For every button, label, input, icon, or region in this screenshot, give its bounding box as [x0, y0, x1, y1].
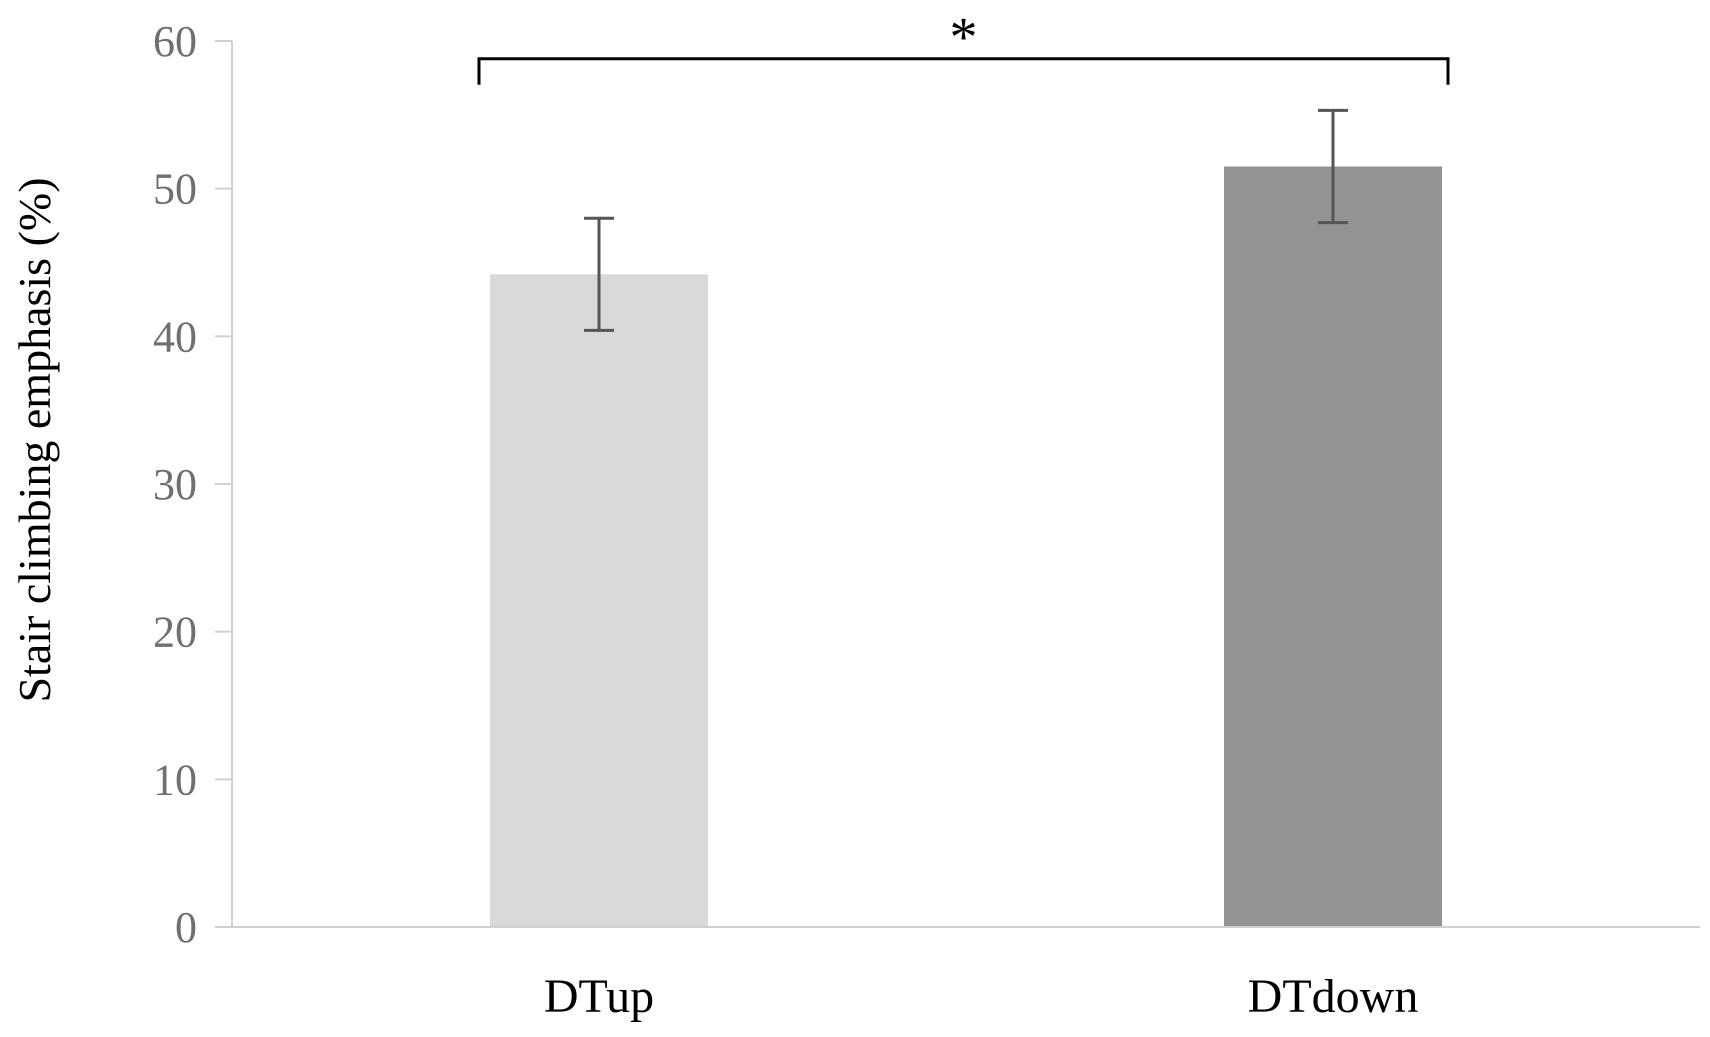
- significance-bracket: *: [477, 7, 1450, 85]
- y-axis-label: Stair climbing emphasis (%): [9, 177, 60, 702]
- significance-label: *: [950, 7, 978, 69]
- error-bars: [584, 108, 1348, 332]
- y-tick-label: 10: [153, 755, 197, 804]
- x-axis-labels: DTup DTdown: [544, 970, 1418, 1023]
- y-tick-label: 40: [153, 312, 197, 361]
- x-tick-label-dtup: DTup: [544, 970, 654, 1023]
- x-tick-label-dtdown: DTdown: [1248, 970, 1419, 1023]
- y-tick-label: 50: [153, 165, 197, 214]
- y-tick-label: 20: [153, 608, 197, 657]
- y-tick-label: 30: [153, 460, 197, 509]
- bars: [490, 166, 1442, 927]
- bar-dtdown: [1224, 166, 1442, 927]
- significance-bracket-line: [477, 57, 1450, 85]
- axes: [215, 41, 1700, 928]
- y-tick-label: 0: [175, 903, 197, 952]
- bar-dtup: [490, 274, 708, 927]
- y-axis-ticks: 0 10 20 30 40 50 60: [153, 17, 232, 952]
- y-tick-label: 60: [153, 17, 197, 66]
